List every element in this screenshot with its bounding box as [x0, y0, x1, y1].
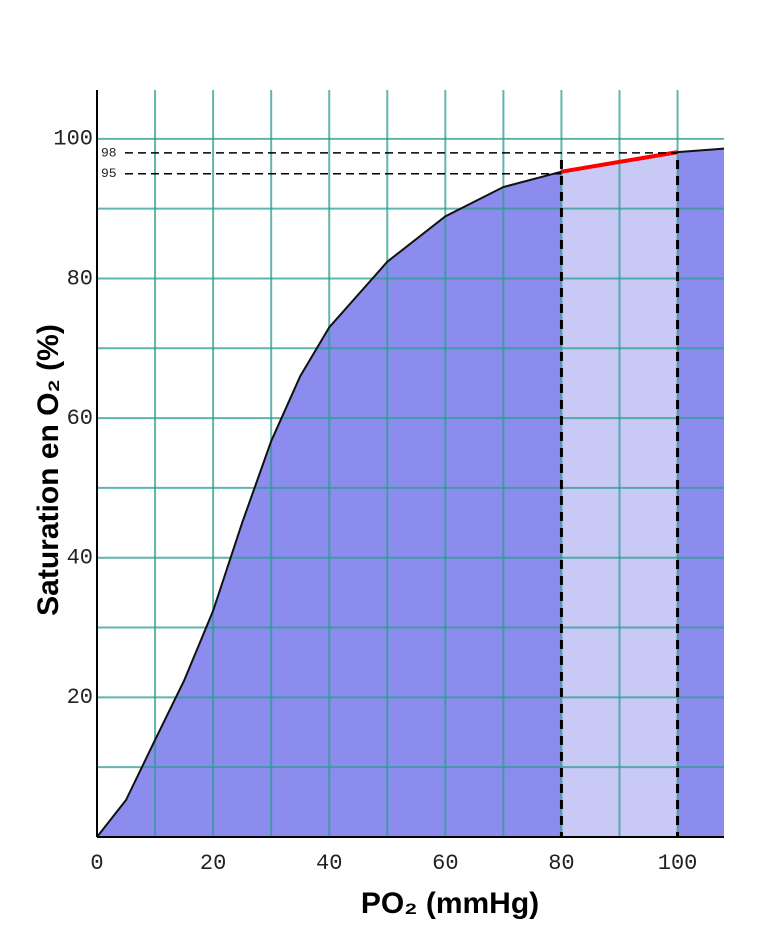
chart: PO₂ (mmHg) Saturation en O₂ (%) 98 95 0 20 4…	[0, 0, 761, 930]
y-axis-title: Saturation en O₂ (%)	[32, 324, 65, 616]
reference-label: 98	[101, 145, 117, 160]
x-tick-label: 0	[90, 851, 103, 876]
reference-label: 95	[101, 166, 117, 181]
y-tick-label: 40	[67, 546, 93, 571]
x-tick-label: 40	[316, 851, 342, 876]
x-tick-label: 20	[200, 851, 226, 876]
x-tick-label: 100	[658, 851, 698, 876]
x-tick-label: 60	[432, 851, 458, 876]
x-tick-label: 80	[548, 851, 574, 876]
y-tick-label: 20	[67, 685, 93, 710]
x-axis-title: PO₂ (mmHg)	[361, 887, 539, 920]
y-tick-label: 100	[53, 127, 93, 152]
y-tick-label: 80	[67, 266, 93, 291]
y-tick-label: 60	[67, 406, 93, 431]
